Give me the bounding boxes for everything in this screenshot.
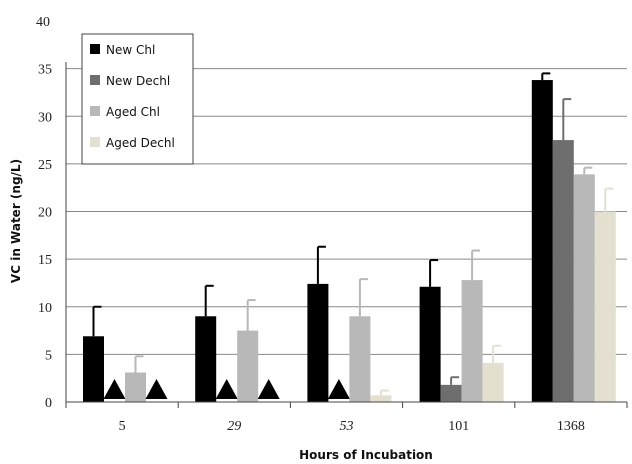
x-axis-label: Hours of Incubation — [299, 448, 433, 462]
below-detection-marker — [215, 379, 238, 399]
legend-swatch — [90, 44, 100, 54]
bar — [440, 384, 462, 402]
legend: New Chl New Dechl Aged Chl Aged Dechl — [81, 33, 194, 165]
legend-box — [81, 33, 194, 165]
x-tick-label: 29 — [227, 419, 241, 434]
bar — [573, 174, 595, 402]
y-tick-label: 10 — [38, 301, 52, 316]
bar — [125, 372, 146, 402]
y-tick-label: 25 — [38, 158, 52, 173]
bar — [419, 286, 441, 402]
below-detection-marker — [257, 379, 280, 399]
bar — [552, 140, 574, 402]
y-tick-label: 0 — [45, 396, 52, 411]
legend-swatch — [90, 137, 100, 147]
y-tick-label: 30 — [38, 110, 52, 125]
bar — [195, 316, 217, 402]
bar — [594, 211, 616, 402]
y-tick-labels: 0 5 10 15 20 25 30 35 40 — [36, 15, 52, 411]
y-axis-label: VC in Water (ng/L) — [9, 159, 23, 283]
legend-swatch — [90, 106, 100, 116]
y-tick-label: 15 — [38, 253, 52, 268]
bar — [349, 316, 371, 402]
x-tick-label: 101 — [448, 419, 469, 434]
y-tick-label: 40 — [36, 15, 50, 30]
below-detection-marker — [327, 379, 350, 399]
y-tick-label: 20 — [38, 206, 52, 221]
legend-label: Aged Dechl — [106, 136, 175, 150]
x-tick-label: 5 — [119, 419, 126, 434]
bar — [83, 336, 104, 402]
x-tick-label: 53 — [340, 419, 354, 434]
x-tick-labels: 5 29 53 101 1368 — [119, 419, 585, 434]
axes — [65, 62, 628, 408]
below-detection-marker — [145, 379, 168, 399]
bar — [370, 395, 392, 402]
below-detection-marker — [103, 379, 126, 399]
y-tick-label: 35 — [38, 63, 52, 78]
x-tick-label: 1368 — [557, 419, 585, 434]
legend-label: New Chl — [106, 43, 155, 57]
y-tick-label: 5 — [45, 348, 52, 363]
bar — [237, 330, 259, 402]
legend-label: Aged Chl — [106, 105, 160, 119]
bar — [482, 362, 504, 402]
legend-swatch — [90, 75, 100, 85]
bar — [531, 80, 553, 403]
bars — [83, 72, 616, 403]
bar — [461, 280, 483, 402]
legend-label: New Dechl — [106, 74, 170, 88]
bar — [307, 283, 329, 402]
